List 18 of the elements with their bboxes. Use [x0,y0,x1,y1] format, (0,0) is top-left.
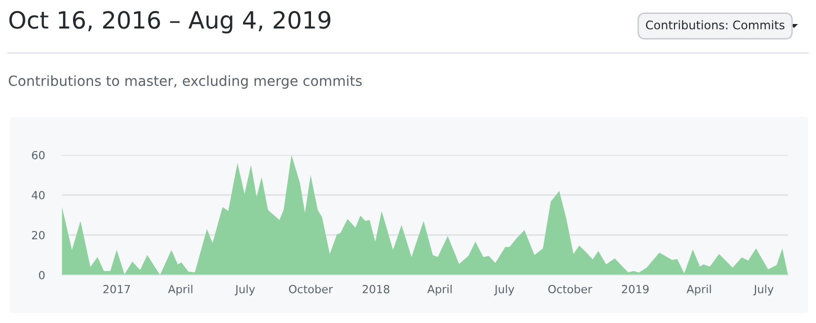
y-tick-label: 60 [32,150,45,160]
x-tick-label: October [289,284,333,294]
y-tick-label: 20 [32,230,45,240]
x-tick-label: July [234,284,255,296]
x-tick-label: April [427,284,452,296]
y-tick-label: 40 [32,190,45,200]
x-tick-label: 2019 [622,284,649,294]
x-tick-label: 2017 [103,284,130,294]
x-tick-label: April [686,284,711,296]
x-tick-label: July [494,284,514,296]
chart-subtitle: Contributions to master, excluding merge commits [8,75,362,89]
y-tick-label: 0 [38,270,45,280]
text: Contributions: Commits [646,20,784,30]
chart-title: Oct 16, 2016 – Aug 4, 2019 [9,10,330,34]
x-tick-label: 2018 [362,284,390,294]
x-tick-label: October [548,284,592,294]
x-tick-label: July [753,284,774,296]
x-tick-label: April [168,284,192,296]
